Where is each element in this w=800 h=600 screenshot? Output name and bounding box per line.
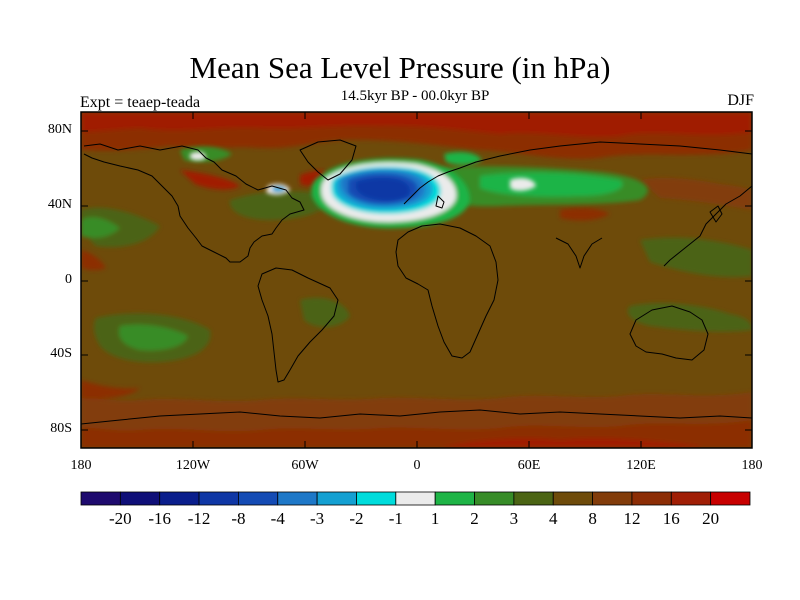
africa-coast xyxy=(395,223,499,359)
colorbar-swatch xyxy=(474,491,515,506)
colorbar-label: -8 xyxy=(231,509,246,528)
colorbar-swatch xyxy=(159,491,200,506)
lat-tick-40s: 40S xyxy=(50,346,72,361)
lon-tick-60e: 60E xyxy=(517,458,541,473)
colorbar-label: 8 xyxy=(588,509,597,528)
colorbar-label: 16 xyxy=(662,509,680,528)
colorbar-swatch xyxy=(592,491,633,506)
colorbar-swatch xyxy=(356,491,397,506)
axis-ticks xyxy=(81,112,752,448)
colorbar-label: -3 xyxy=(310,509,325,528)
colorbar-swatch xyxy=(710,491,751,506)
colorbar-swatch xyxy=(395,491,436,506)
colorbar-swatch xyxy=(513,491,554,506)
colorbar xyxy=(80,491,751,506)
colorbar-swatch xyxy=(552,491,593,506)
lat-tick-80n: 80N xyxy=(47,122,72,137)
lon-tick-0: 0 xyxy=(413,458,421,473)
south-america-coast xyxy=(257,267,339,383)
lon-tick-120e: 120E xyxy=(626,458,656,473)
chart-subtitle: 14.5kyr BP - 00.0kyr BP xyxy=(340,88,490,104)
greenland-coast xyxy=(299,139,357,181)
colorbar-swatch xyxy=(670,491,712,506)
lat-tick-0: 0 xyxy=(65,272,72,287)
lat-tick-40n: 40N xyxy=(47,197,72,212)
colorbar-label: -12 xyxy=(187,509,211,528)
colorbar-label: -1 xyxy=(388,509,403,528)
chart-title: Mean Sea Level Pressure (in hPa) xyxy=(189,50,611,85)
lon-tick-180w: 180 xyxy=(70,458,92,473)
lat-tick-80s: 80S xyxy=(50,421,72,436)
colorbar-label: -2 xyxy=(349,509,364,528)
colorbar-label: -16 xyxy=(148,509,172,528)
colorbar-swatch xyxy=(198,491,239,506)
india-coast xyxy=(555,237,603,269)
season-label: DJF xyxy=(727,92,754,109)
colorbar-swatch xyxy=(631,491,672,506)
asia-east-coast xyxy=(663,185,752,267)
colorbar-swatch xyxy=(277,491,318,506)
lon-tick-60w: 60W xyxy=(291,458,319,473)
colorbar-swatch xyxy=(316,491,357,506)
colorbar-swatch xyxy=(119,491,161,506)
antarctica-coast xyxy=(81,409,752,425)
australia-coast xyxy=(629,305,709,361)
coastlines xyxy=(81,139,752,425)
europe-asia-coast xyxy=(403,141,752,205)
colorbar-label: -20 xyxy=(109,509,132,528)
experiment-label: Expt = teaep-teada xyxy=(80,94,201,111)
colorbar-swatch xyxy=(80,491,121,506)
colorbar-label: 1 xyxy=(430,509,440,528)
colorbar-label: 3 xyxy=(509,509,519,528)
map-field xyxy=(81,112,752,448)
lon-tick-120w: 120W xyxy=(175,458,211,473)
colorbar-label: -4 xyxy=(270,509,285,528)
colorbar-swatch xyxy=(434,491,475,506)
colorbar-label: 2 xyxy=(470,509,479,528)
colorbar-label: 12 xyxy=(623,509,641,528)
colorbar-label: 4 xyxy=(548,509,558,528)
colorbar-label: 20 xyxy=(702,509,720,528)
colorbar-swatch xyxy=(238,491,279,506)
lon-tick-180e: 180 xyxy=(741,458,763,473)
north-america-coast xyxy=(83,143,305,263)
